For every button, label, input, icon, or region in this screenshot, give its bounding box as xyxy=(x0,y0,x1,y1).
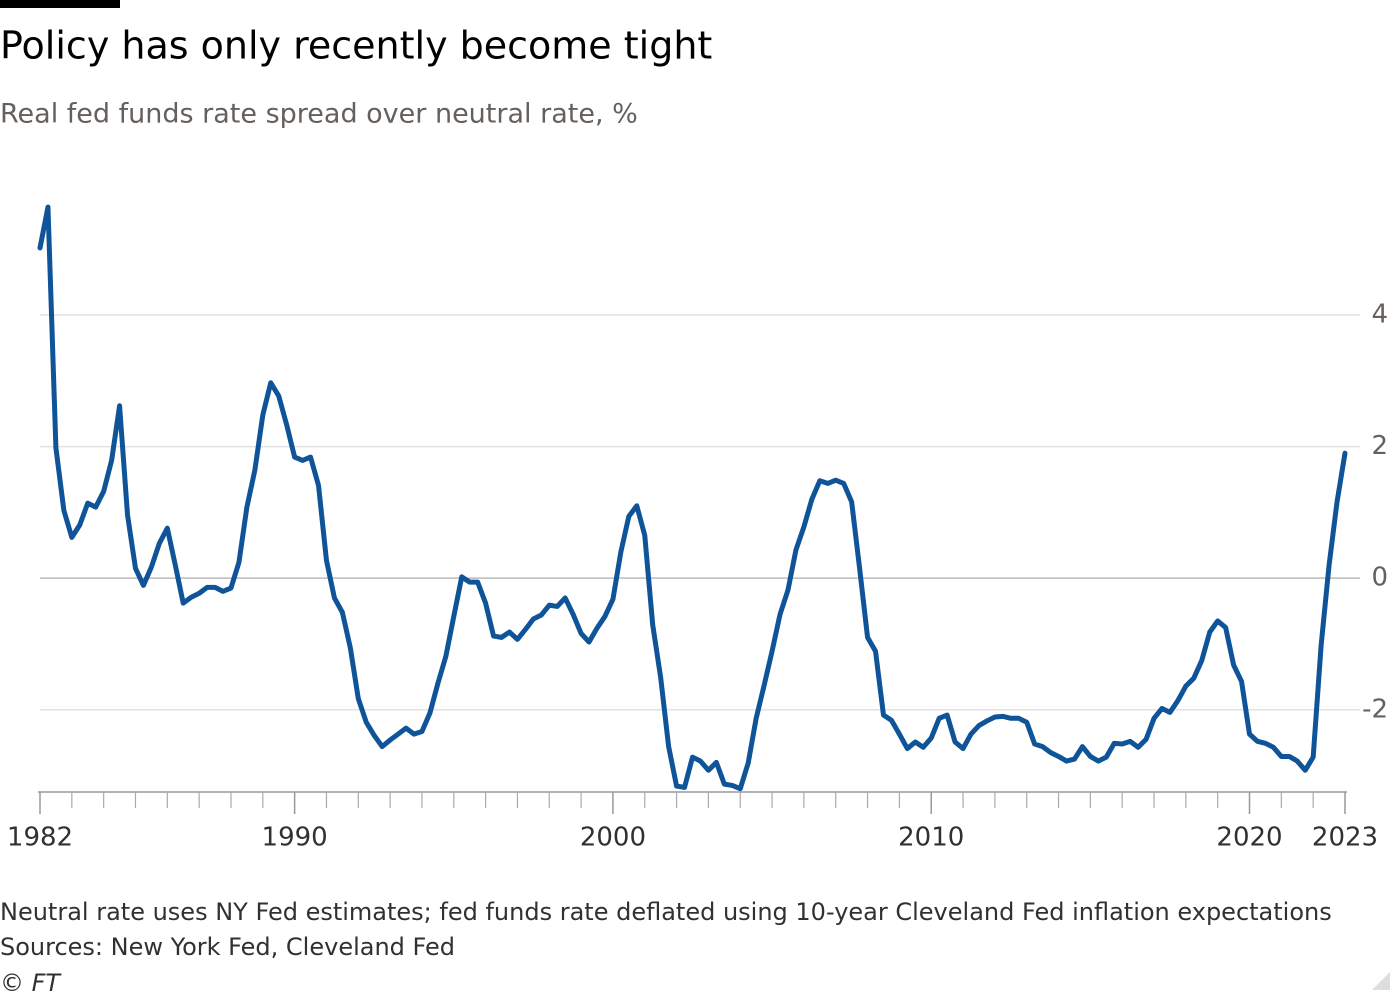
chart-title: Policy has only recently become tight xyxy=(0,24,712,68)
x-tick-label: 2000 xyxy=(580,823,646,853)
x-tick-label: 1982 xyxy=(7,823,73,853)
source: Sources: New York Fed, Cleveland Fed xyxy=(0,933,455,961)
x-tick-label: 2010 xyxy=(898,823,964,853)
note: Neutral rate uses NY Fed estimates; fed … xyxy=(0,898,1332,926)
brand-bar xyxy=(0,0,120,8)
x-tick-label: 2023 xyxy=(1312,823,1378,853)
x-tick-label: 2020 xyxy=(1216,823,1282,853)
y-tick-label: -2 xyxy=(1362,694,1388,724)
y-tick-label: 2 xyxy=(1371,431,1388,461)
y-tick-label: 0 xyxy=(1371,563,1388,593)
credit: © FT xyxy=(0,969,62,997)
data-line xyxy=(37,204,1348,792)
chart-subtitle: Real fed funds rate spread over neutral … xyxy=(0,99,638,130)
y-tick-label: 4 xyxy=(1371,300,1388,330)
x-tick-label: 1990 xyxy=(262,823,328,853)
corner-icon xyxy=(1372,972,1390,990)
